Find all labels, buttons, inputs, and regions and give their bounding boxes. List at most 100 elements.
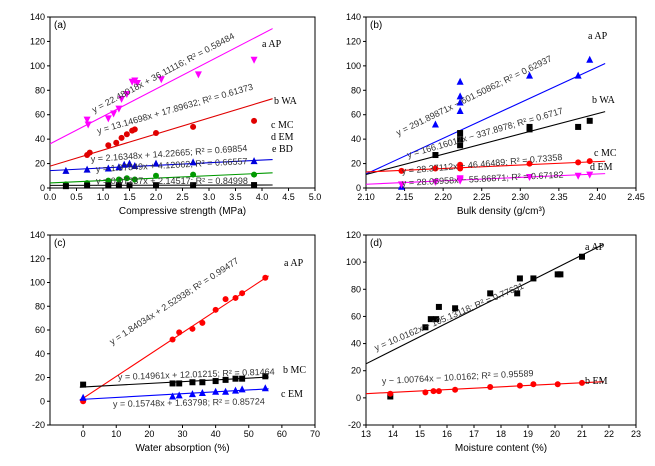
data-point <box>262 373 269 380</box>
x-tick-label: 2.20 <box>434 192 452 202</box>
x-tick-label: 2.30 <box>512 192 530 202</box>
data-point <box>190 171 197 178</box>
data-point <box>131 126 138 133</box>
y-tick-label: 80 <box>351 284 361 294</box>
series-label: a AP <box>284 258 304 269</box>
data-point <box>199 379 206 386</box>
data-point <box>452 386 459 393</box>
data-point <box>153 182 159 189</box>
data-point <box>398 167 405 174</box>
data-point <box>435 388 442 395</box>
y-tick-label: 20 <box>351 159 361 169</box>
data-point <box>431 120 439 128</box>
data-point <box>457 161 464 168</box>
data-point <box>433 316 440 323</box>
data-point <box>238 385 246 393</box>
x-tick-label: 2.35 <box>550 192 568 202</box>
data-point <box>574 172 582 180</box>
data-point <box>516 382 523 389</box>
data-point <box>432 165 439 172</box>
x-tick-label: 1.0 <box>97 192 110 202</box>
data-point <box>397 181 405 189</box>
data-point <box>86 149 93 156</box>
y-tick-label: 60 <box>35 110 45 120</box>
data-point <box>105 142 112 149</box>
data-point <box>222 296 229 303</box>
y-tick-label: 100 <box>30 278 45 288</box>
series-1: b MC y = 0.14961x + 12.01215; R² = 0.8146… <box>79 365 306 388</box>
x-tick-label: 18 <box>496 429 506 439</box>
data-point <box>131 176 138 183</box>
y-tick-label: 140 <box>30 230 45 240</box>
x-axis-title: Bulk density (g/cm³) <box>457 206 545 217</box>
data-point <box>120 160 128 168</box>
series-label: a AP <box>585 242 605 253</box>
x-tick-label: 2.10 <box>357 192 375 202</box>
data-point <box>115 182 122 189</box>
data-point <box>152 159 160 167</box>
data-point <box>250 56 258 64</box>
data-point <box>153 130 159 137</box>
data-point <box>126 182 133 189</box>
data-point <box>575 159 582 166</box>
data-point <box>189 325 196 332</box>
y-tick-label: 40 <box>351 134 361 144</box>
data-point <box>514 290 521 297</box>
data-point <box>435 303 442 310</box>
data-point <box>104 115 112 123</box>
data-point <box>113 139 120 146</box>
data-point <box>222 387 230 395</box>
data-point <box>239 290 246 297</box>
data-point <box>579 253 585 260</box>
data-point <box>118 134 125 141</box>
data-point <box>189 379 196 386</box>
data-point <box>123 131 130 138</box>
x-tick-label: 50 <box>244 429 254 439</box>
y-tick-label: 120 <box>346 36 361 46</box>
y-tick-label: 80 <box>35 301 45 311</box>
data-point <box>83 116 91 124</box>
data-point <box>188 390 196 398</box>
x-tick-label: 5.0 <box>309 192 322 202</box>
data-point <box>115 105 123 113</box>
data-point <box>526 126 533 133</box>
x-axis-title: Moisture content (%) <box>455 443 547 454</box>
x-tick-label: 3.0 <box>203 192 216 202</box>
data-point <box>169 392 177 400</box>
panel-tag: (d) <box>370 238 382 249</box>
data-point <box>251 117 258 124</box>
x-tick-label: 21 <box>577 429 587 439</box>
y-tick-label: 0 <box>356 393 361 403</box>
series-label: a AP <box>262 39 282 50</box>
data-point <box>84 182 91 189</box>
data-point <box>212 387 220 395</box>
x-tick-label: 60 <box>277 429 287 439</box>
y-tick-label: 0 <box>356 183 361 193</box>
data-point <box>232 375 239 382</box>
y-tick-label: 40 <box>351 339 361 349</box>
data-point <box>232 294 239 301</box>
series-label: a AP <box>588 31 608 42</box>
series-label: d EM <box>271 132 294 143</box>
data-point <box>487 290 494 297</box>
x-axis-title: Compressive strength (MPa) <box>119 206 246 217</box>
fit-equation: y ~ 1.00764x − 10.0162; R² = 0.95589 <box>382 368 534 386</box>
panel-tag: (c) <box>54 238 66 249</box>
data-point <box>118 95 126 103</box>
data-point <box>456 175 464 183</box>
y-tick-label: -20 <box>32 420 45 430</box>
data-point <box>62 183 69 190</box>
x-tick-label: 4.0 <box>256 192 269 202</box>
series-2: c EM y = 0.15748x + 1.63798; R² = 0.85724 <box>79 384 303 409</box>
data-point <box>261 384 269 392</box>
data-point <box>131 162 139 170</box>
y-tick-label: 40 <box>35 349 45 359</box>
y-tick-label: 0 <box>40 183 45 193</box>
data-point <box>153 172 159 179</box>
y-tick-label: 20 <box>351 366 361 376</box>
x-tick-label: 20 <box>550 429 560 439</box>
fit-line <box>366 243 604 365</box>
y-tick-label: 20 <box>35 159 45 169</box>
data-point <box>176 380 183 387</box>
